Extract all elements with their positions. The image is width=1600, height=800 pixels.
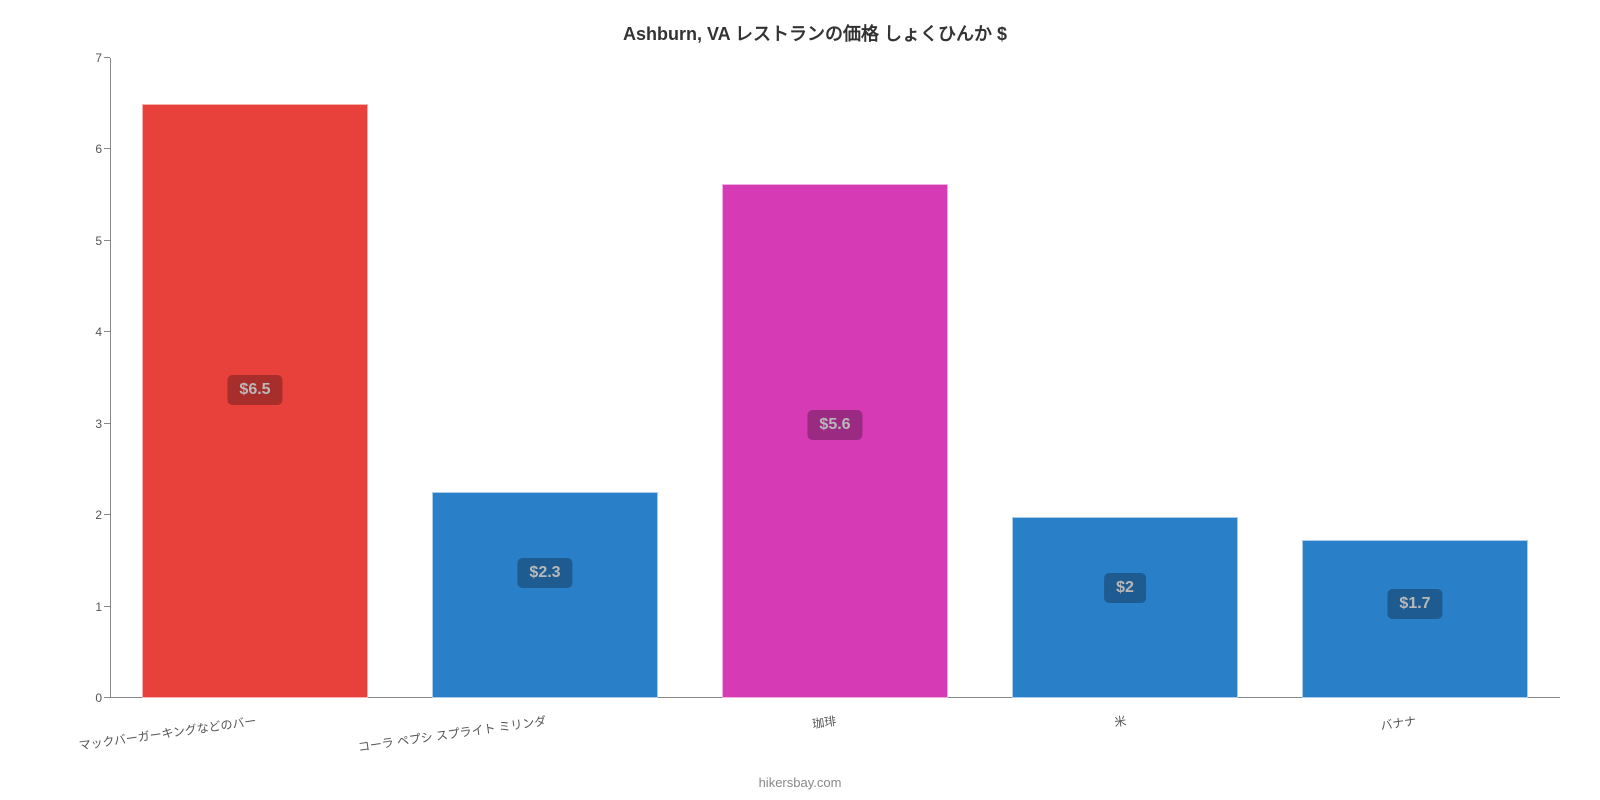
y-tick-label: 1 (70, 600, 110, 614)
plot-area: 01234567 $6.5$2.3$5.6$2$1.7 マックバーガーキングなど… (70, 58, 1560, 698)
x-axis-category-label: マックバーガーキングなどのバー (78, 712, 258, 754)
chart-title: Ashburn, VA レストランの価格 しょくひんか $ (70, 20, 1560, 46)
y-tick-mark (104, 240, 110, 241)
x-axis-category-label: 米 (1113, 712, 1127, 731)
bar: $1.7 (1302, 540, 1528, 698)
bar-slot: $2 (980, 58, 1270, 698)
y-axis: 01234567 (70, 58, 110, 698)
bar: $5.6 (722, 184, 948, 698)
y-tick-label: 5 (70, 234, 110, 248)
price-bar-chart: Ashburn, VA レストランの価格 しょくひんか $ 0 1 2 3 4 5 6 7 $… (0, 0, 1600, 800)
y-tick-label: 6 (70, 142, 110, 156)
bar-value-label: $6.5 (227, 375, 282, 405)
bar: $6.5 (142, 104, 368, 698)
bar: $2 (1012, 517, 1238, 698)
bar-value-label: $1.7 (1387, 589, 1442, 619)
x-axis-category-label: コーラ ペプシ スプライト ミリンダ (357, 712, 548, 755)
bar-slot: $1.7 (1270, 58, 1560, 698)
bar-value-label: $2.3 (517, 558, 572, 588)
y-tick-label: 3 (70, 417, 110, 431)
bar-value-label: $5.6 (807, 410, 862, 440)
y-tick-mark (104, 514, 110, 515)
attribution-text: hikersbay.com (0, 775, 1600, 790)
y-tick-mark (104, 57, 110, 58)
bars-container: $6.5 $2.3 $5.6 $2 $1.7 (110, 58, 1560, 698)
bar: $2.3 (432, 492, 658, 698)
bar-slot: $2.3 (400, 58, 690, 698)
y-tick-label: 7 (70, 51, 110, 65)
y-tick-mark (104, 423, 110, 424)
bar-value-label: $2 (1104, 573, 1146, 603)
y-tick-label: 2 (70, 508, 110, 522)
y-tick-mark (104, 331, 110, 332)
x-axis-category-label: 珈琲 (811, 712, 837, 732)
y-tick-mark (104, 606, 110, 607)
y-tick-mark (104, 148, 110, 149)
bar-slot: $6.5 (110, 58, 400, 698)
x-axis-category-label: バナナ (1379, 712, 1417, 734)
y-tick-mark (104, 697, 110, 698)
y-tick-label: 0 (70, 691, 110, 705)
bar-slot: $5.6 (690, 58, 980, 698)
y-tick-label: 4 (70, 325, 110, 339)
